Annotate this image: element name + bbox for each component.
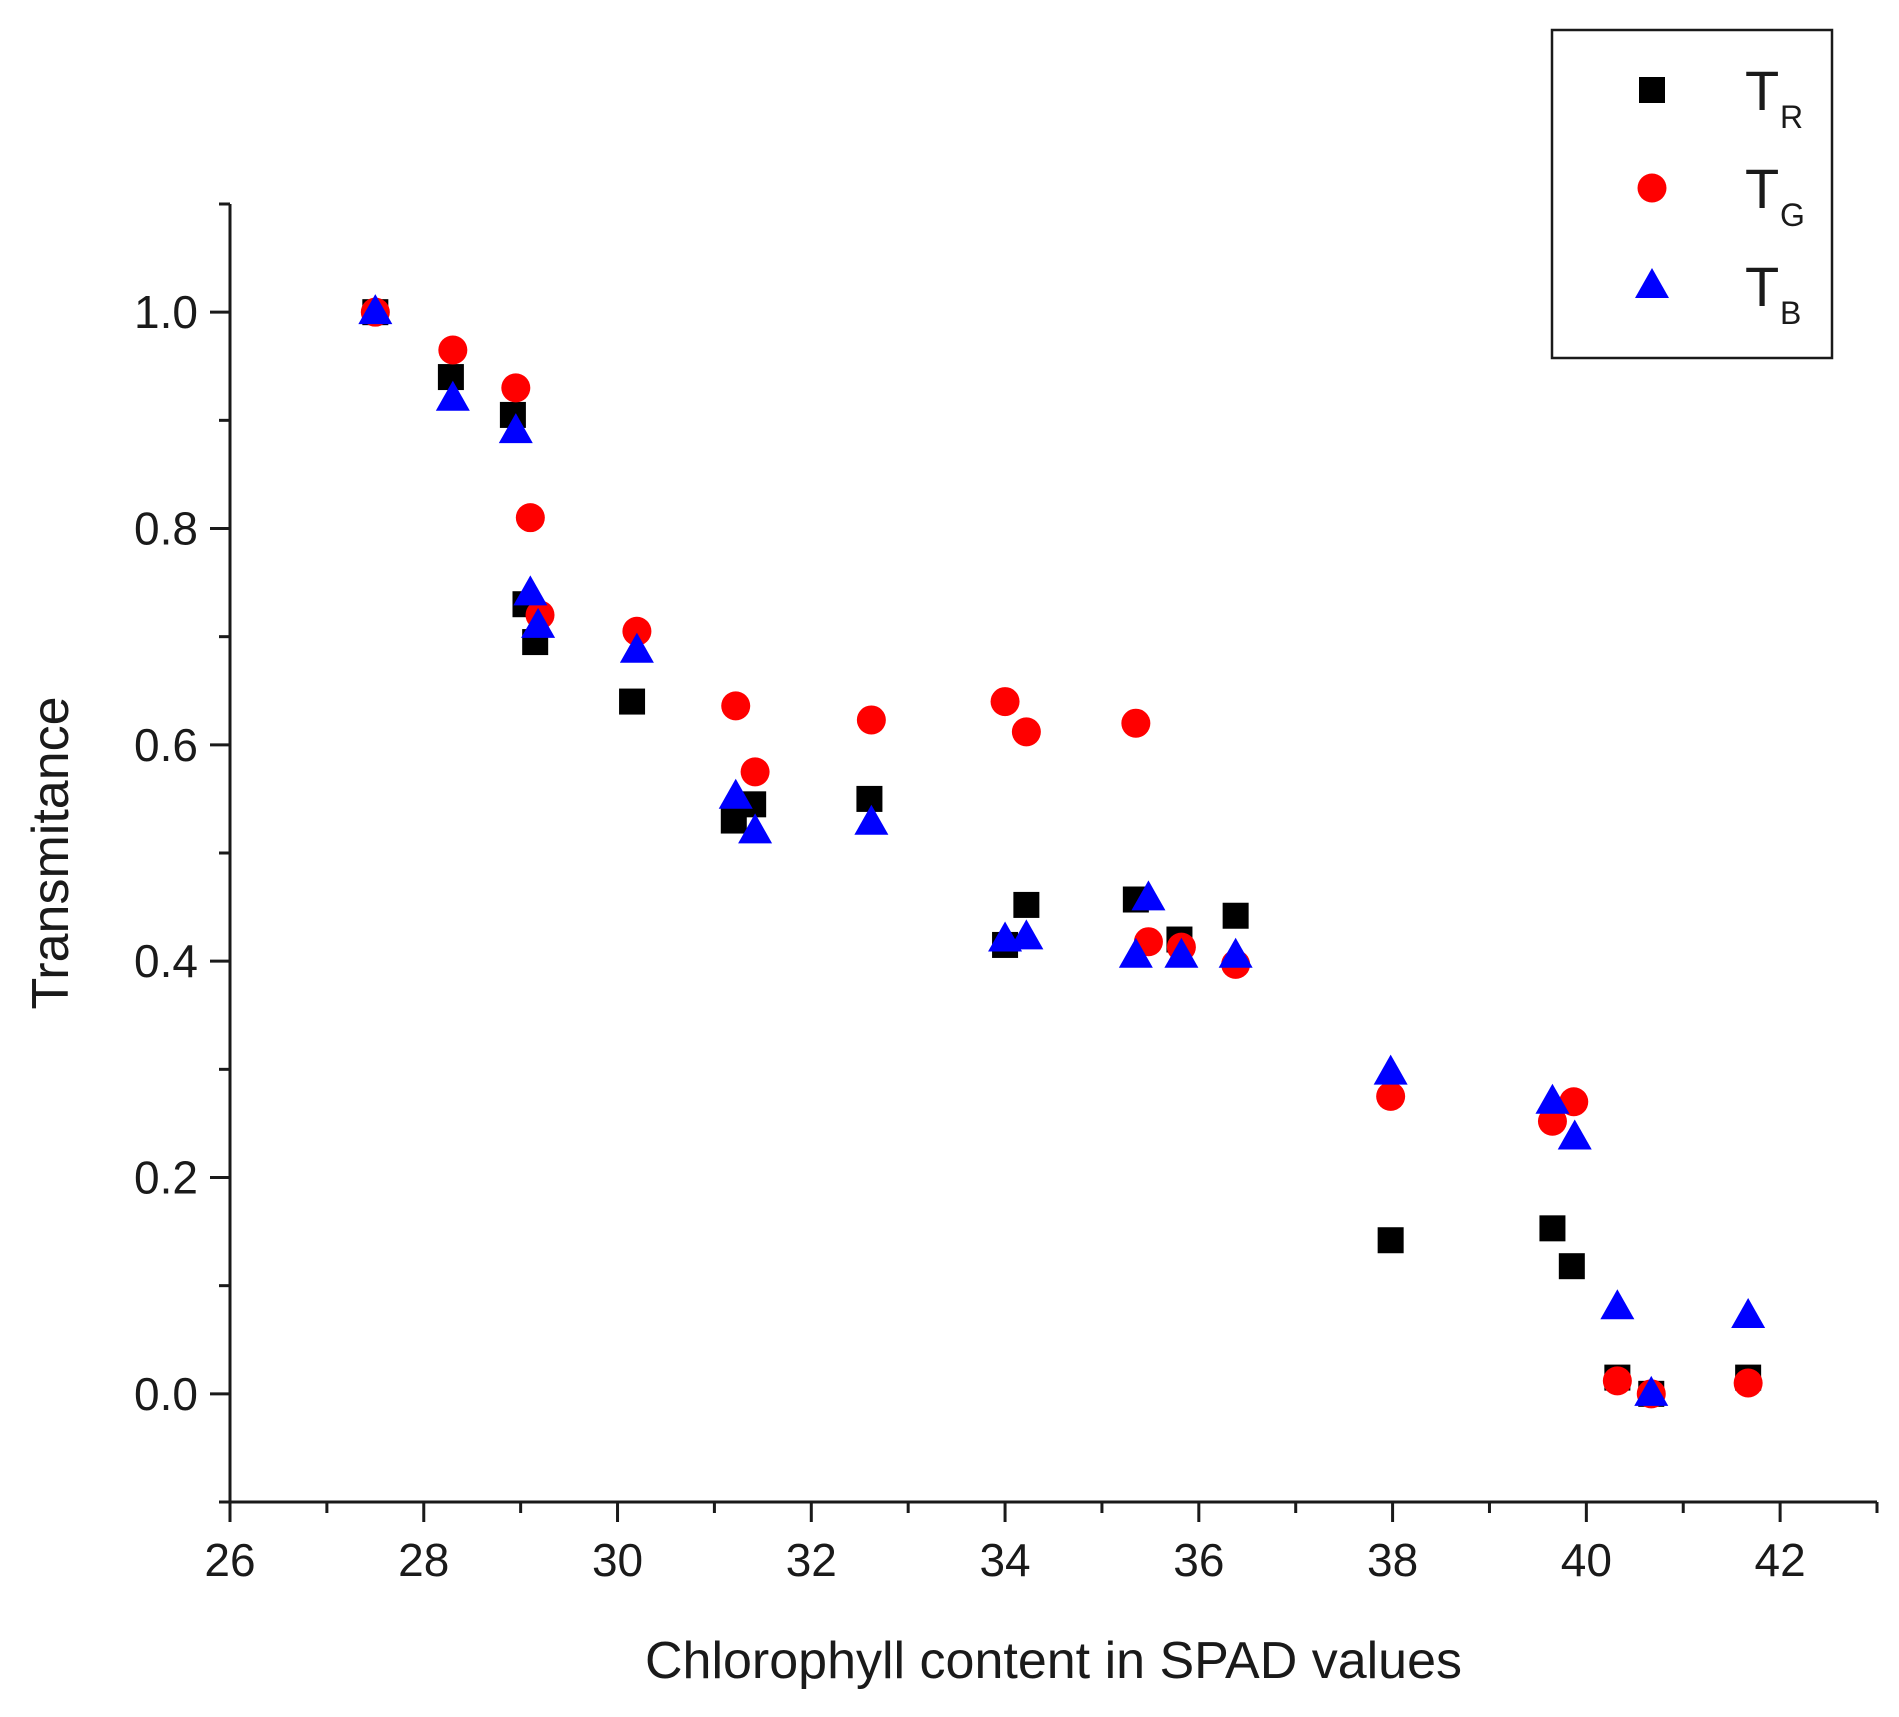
data-point-TG [1121,708,1151,738]
legend-marker-TB [1635,268,1669,298]
data-point-TB [718,778,753,809]
legend-label-TB: T [1745,255,1779,318]
data-point-TB [1131,880,1166,911]
data-point-TB [1118,937,1153,968]
data-point-TG [856,705,886,735]
data-point-TG [622,616,652,646]
x-tick-label: 36 [1173,1534,1224,1586]
legend-marker-TG [1637,173,1667,203]
y-tick-label: 0.6 [134,719,198,771]
data-point-TB [1600,1289,1635,1320]
x-tick-label: 26 [204,1534,255,1586]
data-point-TB [1557,1119,1592,1150]
data-point-TB [521,607,556,638]
y-axis-ticks: 0.0 0.2 0.4 0.6 0.8 1.0 [134,202,230,1504]
data-point-TB [435,380,470,411]
data-point-TR [1539,1215,1566,1242]
data-point-TG [721,691,751,721]
x-tick-label: 40 [1561,1534,1612,1586]
data-point-TR [1558,1253,1585,1280]
data-point-TB [1634,1375,1669,1406]
data-point-TG [1733,1368,1763,1398]
data-point-TG [515,503,545,533]
data-point-TR [1377,1227,1404,1254]
data-point-TB [1535,1083,1570,1114]
data-point-TG [1537,1106,1567,1136]
legend-sublabel-TB: B [1780,295,1801,331]
data-point-TG [1602,1366,1632,1396]
legend-label-TG: T [1745,157,1779,220]
legend-box [1550,28,1834,360]
y-axis-label: Transmitance [22,696,80,1009]
x-tick-label: 28 [398,1534,449,1586]
data-point-TB [513,575,548,606]
x-tick-label: 34 [979,1534,1030,1586]
y-tick-label: 0.0 [134,1368,198,1420]
data-points [358,294,1766,1409]
data-point-TB [619,632,654,663]
data-point-TB [1218,937,1253,968]
y-tick-label: 0.2 [134,1152,198,1204]
data-point-TB [498,413,533,444]
data-point-TR [619,688,646,715]
x-axis-label: Chlorophyll content in SPAD values [645,1632,1462,1690]
y-tick-label: 0.4 [134,935,198,987]
data-point-TB [1009,919,1044,950]
data-point-TB [358,294,393,325]
data-point-TR [1013,891,1040,918]
data-point-TB [738,813,773,844]
data-point-TG [740,757,770,787]
y-tick-label: 1.0 [134,286,198,338]
data-point-TG [990,687,1020,717]
data-point-TB [1164,937,1199,968]
legend-label-TR: T [1745,59,1779,122]
data-point-TG [438,335,468,365]
x-tick-label: 42 [1755,1534,1806,1586]
x-axis-ticks: 26 28 30 32 34 36 38 40 42 [204,1502,1879,1586]
series-TB [358,294,1766,1406]
legend-items: T RT GT B [1635,59,1805,331]
data-point-TG [1011,717,1041,747]
legend-sublabel-TR: R [1780,99,1803,135]
x-tick-label: 30 [592,1534,643,1586]
legend: T RT GT B [1550,28,1834,360]
legend-marker-TR [1639,77,1665,103]
data-point-TG [1376,1081,1406,1111]
x-tick-label: 38 [1367,1534,1418,1586]
data-point-TB [854,804,889,835]
data-point-TG [501,373,531,403]
x-tick-label: 32 [786,1534,837,1586]
data-point-TR [856,785,883,812]
data-point-TR [1222,902,1249,929]
data-point-TB [1373,1054,1408,1085]
legend-sublabel-TG: G [1780,197,1805,233]
y-tick-label: 0.8 [134,503,198,555]
data-point-TB [1731,1297,1766,1328]
